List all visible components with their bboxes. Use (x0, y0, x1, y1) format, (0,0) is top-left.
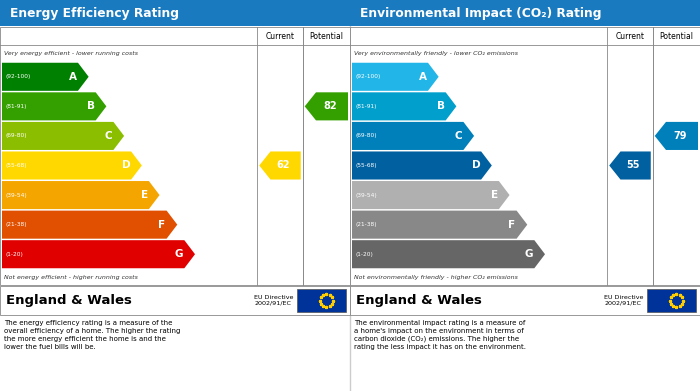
Text: (81-91): (81-91) (5, 104, 27, 109)
Text: The energy efficiency rating is a measure of the
overall efficiency of a home. T: The energy efficiency rating is a measur… (4, 320, 181, 350)
Polygon shape (304, 92, 348, 120)
Text: 62: 62 (276, 160, 290, 170)
Polygon shape (2, 92, 106, 120)
Text: 55: 55 (626, 160, 640, 170)
Bar (350, 286, 700, 315)
Text: D: D (472, 160, 480, 170)
Text: C: C (455, 131, 463, 141)
Text: (55-68): (55-68) (5, 163, 27, 168)
Text: A: A (419, 72, 427, 82)
Text: Current: Current (265, 32, 295, 41)
Text: 79: 79 (673, 131, 687, 141)
Text: (1-20): (1-20) (355, 252, 373, 257)
Text: England & Wales: England & Wales (356, 294, 482, 307)
Text: Very environmentally friendly - lower CO₂ emissions: Very environmentally friendly - lower CO… (354, 50, 518, 56)
Text: Energy Efficiency Rating: Energy Efficiency Rating (10, 7, 179, 20)
Polygon shape (2, 211, 177, 239)
Text: F: F (158, 220, 166, 230)
Text: Potential: Potential (309, 32, 344, 41)
Bar (297, 289, 346, 312)
Text: Not energy efficient - higher running costs: Not energy efficient - higher running co… (4, 274, 138, 280)
Polygon shape (259, 151, 301, 179)
Text: D: D (122, 160, 130, 170)
Text: C: C (105, 131, 113, 141)
Text: 82: 82 (323, 101, 337, 111)
Text: G: G (175, 249, 183, 259)
Text: Current: Current (615, 32, 645, 41)
Text: E: E (141, 190, 148, 200)
Bar (350, 27, 700, 285)
Text: (1-20): (1-20) (5, 252, 23, 257)
Text: Potential: Potential (659, 32, 694, 41)
Text: (69-80): (69-80) (355, 133, 377, 138)
Polygon shape (352, 92, 456, 120)
Bar (0, 0, 350, 26)
Text: The environmental impact rating is a measure of
a home's impact on the environme: The environmental impact rating is a mea… (354, 320, 526, 350)
Polygon shape (609, 151, 651, 179)
Bar (647, 289, 696, 312)
Text: (55-68): (55-68) (355, 163, 377, 168)
Polygon shape (2, 122, 124, 150)
Text: (92-100): (92-100) (5, 74, 30, 79)
Text: Not environmentally friendly - higher CO₂ emissions: Not environmentally friendly - higher CO… (354, 274, 518, 280)
Polygon shape (352, 240, 545, 268)
Text: B: B (437, 101, 444, 111)
Polygon shape (2, 151, 142, 179)
Text: (21-38): (21-38) (5, 222, 27, 227)
Text: EU Directive
2002/91/EC: EU Directive 2002/91/EC (603, 295, 643, 306)
Text: (39-54): (39-54) (355, 193, 377, 197)
Text: G: G (525, 249, 533, 259)
Text: F: F (508, 220, 516, 230)
Text: A: A (69, 72, 77, 82)
Text: E: E (491, 190, 498, 200)
Polygon shape (352, 122, 474, 150)
Text: B: B (87, 101, 94, 111)
Text: Environmental Impact (CO₂) Rating: Environmental Impact (CO₂) Rating (360, 7, 602, 20)
Polygon shape (352, 181, 510, 209)
Text: (21-38): (21-38) (355, 222, 377, 227)
Text: (39-54): (39-54) (5, 193, 27, 197)
Polygon shape (2, 240, 195, 268)
Polygon shape (352, 63, 439, 91)
Text: Very energy efficient - lower running costs: Very energy efficient - lower running co… (4, 50, 138, 56)
Text: EU Directive
2002/91/EC: EU Directive 2002/91/EC (253, 295, 293, 306)
Text: (69-80): (69-80) (5, 133, 27, 138)
Polygon shape (2, 63, 89, 91)
Polygon shape (352, 151, 492, 179)
Text: England & Wales: England & Wales (6, 294, 132, 307)
Bar (350, 0, 700, 26)
Polygon shape (352, 211, 527, 239)
Polygon shape (654, 122, 698, 150)
Polygon shape (2, 181, 160, 209)
Bar (0, 27, 350, 285)
Text: (92-100): (92-100) (355, 74, 380, 79)
Text: (81-91): (81-91) (355, 104, 377, 109)
Bar (0, 286, 350, 315)
